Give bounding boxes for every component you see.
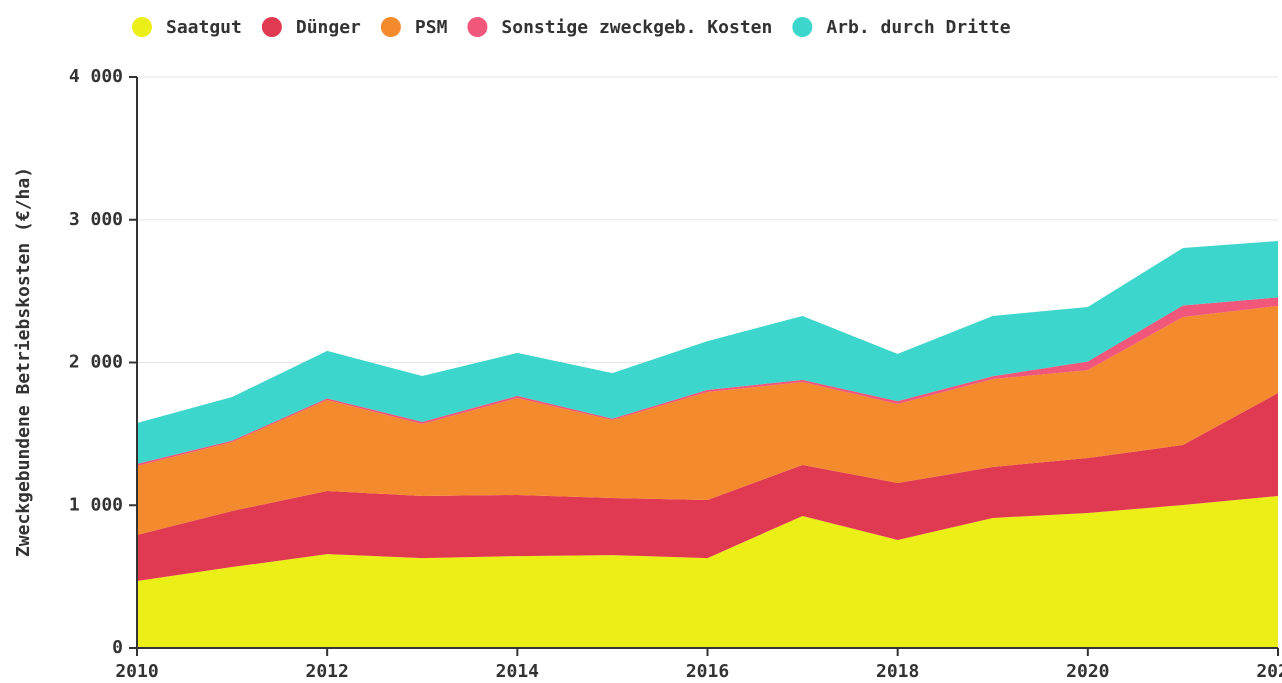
legend-label: Arb. durch Dritte — [826, 17, 1010, 38]
x-tick-label: 2018 — [876, 661, 919, 682]
y-axis-label: Zweckgebundene Betriebskosten (€/ha) — [13, 167, 34, 557]
legend-swatch — [792, 17, 813, 37]
x-tick-label: 2016 — [686, 661, 729, 682]
y-tick-label: 0 — [112, 637, 123, 658]
area — [137, 305, 1278, 535]
legend-swatch — [380, 17, 401, 37]
y-tick-label: 2 000 — [69, 352, 123, 373]
legend-swatch — [132, 17, 152, 37]
y-tick-label: 1 000 — [69, 494, 123, 515]
area — [137, 241, 1278, 464]
y-tick-label: 4 000 — [69, 66, 123, 87]
legend-label: Dünger — [296, 17, 361, 38]
x-tick-label: 2010 — [115, 661, 158, 682]
x-tick-label: 2022 — [1256, 661, 1282, 682]
legend-label: Saatgut — [166, 17, 242, 38]
area — [137, 495, 1278, 648]
legend-swatch — [467, 17, 488, 37]
area — [137, 393, 1278, 582]
area — [137, 297, 1278, 466]
legend-label: Sonstige zweckgeb. Kosten — [501, 17, 772, 38]
x-tick-label: 2020 — [1066, 661, 1109, 682]
legend-label: PSM — [415, 17, 448, 38]
x-tick-label: 2014 — [496, 661, 540, 682]
y-tick-label: 3 000 — [69, 209, 123, 230]
legend-swatch — [261, 17, 282, 37]
x-tick-label: 2012 — [305, 661, 348, 682]
